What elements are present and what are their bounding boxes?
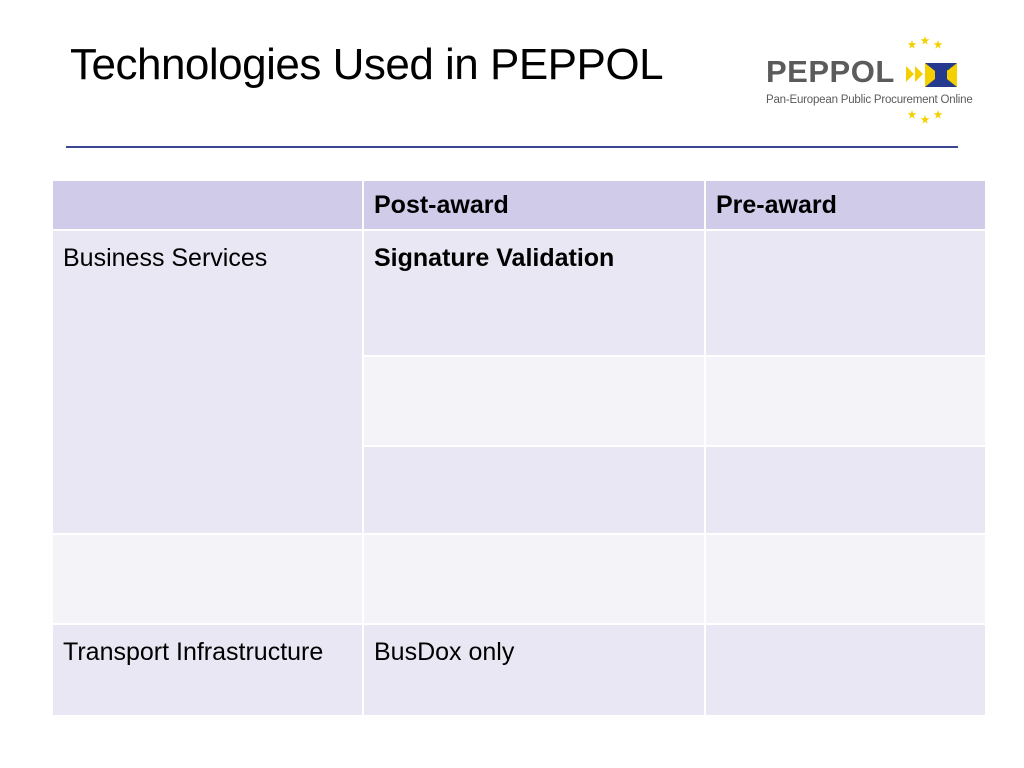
table-row: Transport Infrastructure BusDox only <box>51 623 987 717</box>
cell-post-award: Signature Validation <box>362 229 706 357</box>
cell-pre-award <box>704 229 987 357</box>
cell-pre-award <box>704 355 987 447</box>
logo-wordmark: PEPPOL <box>766 54 895 89</box>
table-header-row: Post-award Pre-award <box>51 179 987 231</box>
table-row <box>52 355 987 447</box>
cell-pre-award <box>704 445 987 535</box>
peppol-logo: PEPPOL Pan-European Public Procurement O… <box>764 36 973 128</box>
cell-post-award: BusDox only <box>362 623 706 717</box>
table-row <box>52 445 987 535</box>
header-post-award: Post-award <box>362 179 706 231</box>
category-cell <box>51 533 364 625</box>
arrow-icon <box>906 66 923 82</box>
category-business-services: Business Services <box>51 229 364 535</box>
technology-table: Post-award Pre-award Business Services S… <box>51 179 987 717</box>
cell-pre-award <box>704 623 987 717</box>
header-pre-award: Pre-award <box>704 179 987 231</box>
cell-pre-award <box>704 533 987 625</box>
table-row: Business Services Signature Validation <box>51 229 987 535</box>
header-cell-empty <box>51 179 364 231</box>
eu-stars-icon <box>907 36 943 124</box>
cell-post-award <box>362 445 706 535</box>
table-row <box>51 533 987 625</box>
title-divider <box>66 146 958 148</box>
logo-flag-icon <box>906 36 957 124</box>
cell-post-award <box>362 355 706 447</box>
cell-post-award <box>362 533 706 625</box>
category-transport-infrastructure: Transport Infrastructure <box>51 623 364 717</box>
logo-tagline: Pan-European Public Procurement Online <box>766 94 973 106</box>
slide-title: Technologies Used in PEPPOL <box>70 40 664 89</box>
